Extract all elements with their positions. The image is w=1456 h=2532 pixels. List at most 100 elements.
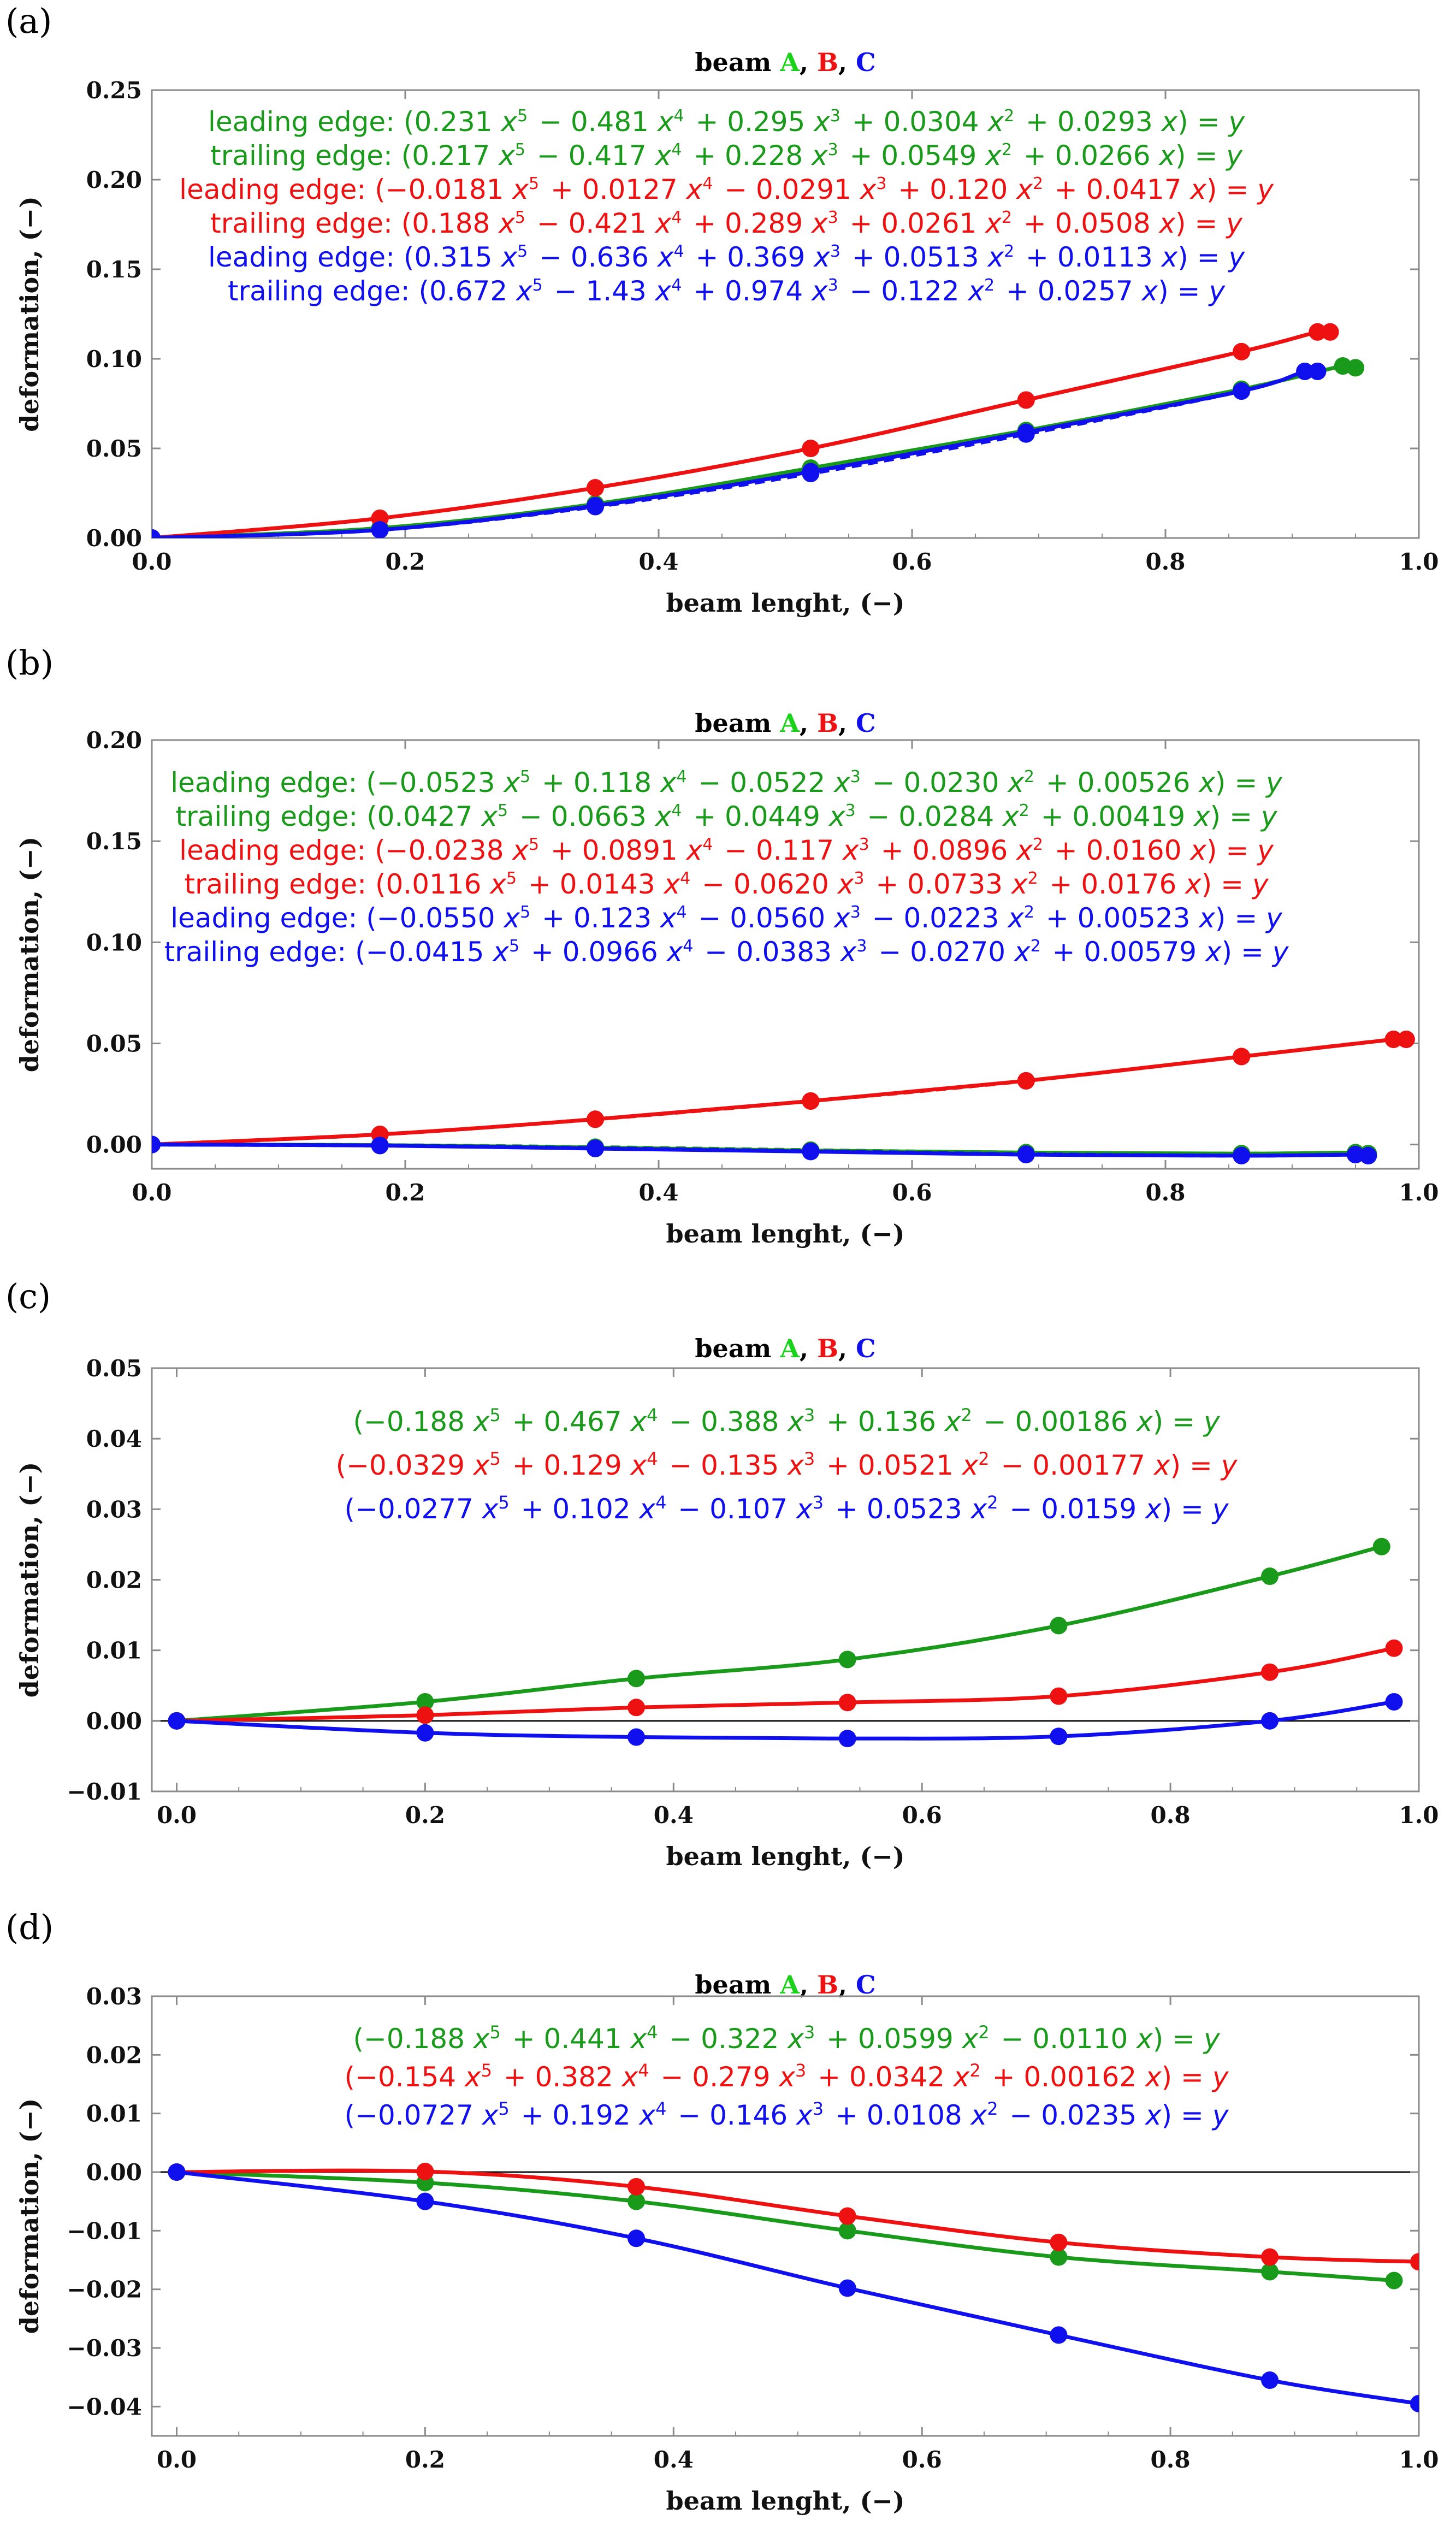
x-axis-label: beam lenght, (−) <box>666 2486 904 2516</box>
y-tick-label: 0.15 <box>86 256 142 283</box>
data-point <box>1017 391 1035 409</box>
data-point <box>1261 2371 1279 2389</box>
series-line-b-trailing-edge <box>152 1036 1412 1147</box>
data-point <box>1385 2271 1403 2290</box>
data-point <box>1410 2253 1419 2271</box>
chart-title: beam A, B, C <box>695 1334 875 1363</box>
x-tick-label: 0.8 <box>1151 1802 1191 1829</box>
equation-text: (−0.154 x5 + 0.382 x4 − 0.279 x3 + 0.034… <box>345 2060 1229 2093</box>
data-point <box>1309 362 1327 380</box>
data-point <box>416 2162 434 2180</box>
y-tick-label: 0.15 <box>86 828 142 855</box>
data-point <box>628 1670 646 1688</box>
series-line-b-trailing-edge <box>152 328 1332 538</box>
y-tick-label: 0.04 <box>86 1425 142 1452</box>
data-point <box>1261 2263 1279 2281</box>
data-point <box>802 1142 820 1160</box>
data-point <box>416 2192 434 2210</box>
x-axis-label: beam lenght, (−) <box>666 1219 904 1249</box>
panel-label: (c) <box>5 1276 51 1316</box>
data-point <box>416 1706 434 1724</box>
data-point <box>587 1139 604 1157</box>
series-line-a <box>176 2170 1394 2283</box>
y-tick-label: 0.01 <box>86 1637 142 1664</box>
data-point <box>587 1110 604 1128</box>
data-point <box>838 1694 856 1712</box>
chart-svg: (d) beam A, B, C 0.0 0.2 0.4 0.6 0.8 1.0 −0.04 −0… <box>5 1907 1439 2516</box>
data-point <box>1309 323 1327 341</box>
data-point <box>628 1728 646 1746</box>
series-line-b <box>176 1646 1395 1723</box>
x-tick-label: 0.6 <box>892 1179 932 1206</box>
data-point <box>1410 2394 1419 2412</box>
y-tick-label: 0.02 <box>86 2042 142 2068</box>
data-point <box>1050 1617 1068 1635</box>
data-point <box>1233 342 1251 360</box>
x-tick-label: 1.0 <box>1399 1179 1439 1206</box>
x-tick-label: 0.6 <box>902 2446 942 2473</box>
data-point <box>838 2222 856 2240</box>
y-axis-label: deformation, (−) <box>15 1462 44 1698</box>
x-tick-label: 0.8 <box>1145 1179 1185 1206</box>
y-tick-label: 0.20 <box>86 167 142 193</box>
data-point <box>1261 1663 1279 1681</box>
panel-label: (a) <box>5 1 52 41</box>
y-tick-label: 0.03 <box>86 1983 142 2010</box>
chart-title: beam A, B, C <box>695 48 875 77</box>
data-point <box>1017 1145 1035 1163</box>
y-tick-label: 0.00 <box>86 1132 142 1158</box>
series-line-c-trailing-edge <box>152 1143 1371 1158</box>
x-tick-label: 0.2 <box>405 2446 445 2473</box>
y-tick-label: 0.05 <box>86 1355 142 1382</box>
x-tick-label: 1.0 <box>1399 1802 1439 1829</box>
y-tick-label: 0.00 <box>86 1708 142 1735</box>
data-point <box>1233 382 1251 400</box>
panel-d: (d) beam A, B, C 0.0 0.2 0.4 0.6 0.8 1.0 −0.04 −0… <box>0 1901 1456 2532</box>
y-tick-label: 0.10 <box>86 929 142 956</box>
data-point <box>1261 2248 1279 2266</box>
data-point <box>1372 1537 1390 1555</box>
data-point <box>1347 359 1364 377</box>
series-line-c <box>176 2170 1419 2406</box>
data-point <box>152 1135 161 1153</box>
equation-text: leading edge: (0.231 x5 − 0.481 x4 + 0.2… <box>208 106 1246 138</box>
data-point <box>1233 1048 1251 1066</box>
data-point <box>1347 1146 1364 1164</box>
x-tick-label: 1.0 <box>1399 2446 1439 2473</box>
equation-text: (−0.0329 x5 + 0.129 x4 − 0.135 x3 + 0.05… <box>336 1448 1238 1481</box>
data-point <box>168 1712 186 1730</box>
data-point <box>371 521 389 538</box>
series-group <box>168 1537 1403 1748</box>
chart-title: beam A, B, C <box>695 708 875 738</box>
y-tick-label: 0.05 <box>86 435 142 462</box>
equation-text: leading edge: (−0.0181 x5 + 0.0127 x4 − … <box>179 174 1274 205</box>
data-point <box>168 2163 186 2181</box>
data-point <box>838 2207 856 2225</box>
data-point <box>1017 1072 1035 1090</box>
y-tick-label: 0.01 <box>86 2101 142 2127</box>
y-tick-label: 0.20 <box>86 727 142 754</box>
equation-text: leading edge: (0.315 x5 − 0.636 x4 + 0.3… <box>208 241 1246 273</box>
data-point <box>1050 2248 1068 2266</box>
y-tick-label: −0.01 <box>67 2217 142 2244</box>
series-line-b <box>176 2168 1419 2264</box>
panel-label: (d) <box>5 1907 54 1947</box>
data-point <box>802 1092 820 1110</box>
series-line-a <box>176 1545 1382 1723</box>
data-point <box>628 2229 646 2247</box>
y-tick-label: 0.25 <box>86 77 142 104</box>
data-point <box>1261 1567 1279 1586</box>
equation-text: trailing edge: (0.672 x5 − 1.43 x4 + 0.9… <box>228 275 1226 307</box>
x-tick-label: 0.0 <box>132 1179 171 1206</box>
data-point <box>1384 1031 1402 1049</box>
y-tick-label: 0.03 <box>86 1496 142 1523</box>
series-line-a-trailing-edge <box>152 363 1358 538</box>
data-point <box>628 1699 646 1717</box>
x-axis-label: beam lenght, (−) <box>666 588 904 618</box>
x-tick-label: 0.4 <box>638 1179 678 1206</box>
data-point <box>1359 1146 1377 1164</box>
series-line-b-leading-edge <box>152 328 1332 538</box>
equation-text: leading edge: (−0.0523 x5 + 0.118 x4 − 0… <box>170 767 1283 798</box>
equation-text: leading edge: (−0.0550 x5 + 0.123 x4 − 0… <box>170 902 1283 934</box>
series-line-c <box>176 1700 1395 1741</box>
